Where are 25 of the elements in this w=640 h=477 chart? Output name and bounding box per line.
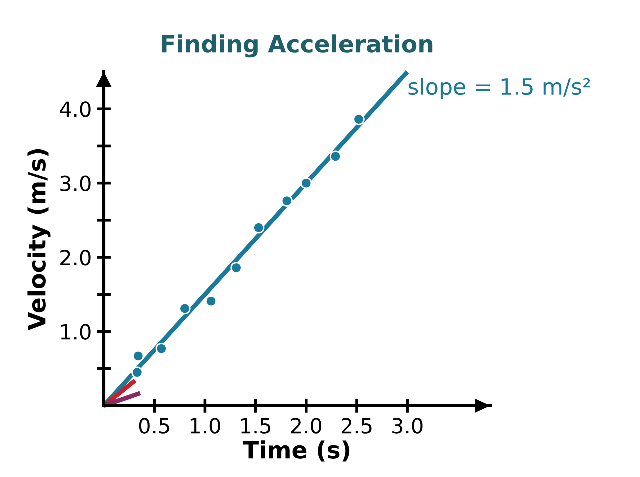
x-tick-label: 3.0 — [392, 418, 423, 434]
y-tick-label: 1.0 — [61, 324, 91, 340]
point — [281, 195, 294, 207]
point — [156, 342, 168, 355]
x-tick-label: 1.0 — [190, 418, 220, 434]
point — [230, 262, 242, 274]
x-tick-label: 2.0 — [291, 418, 322, 434]
x-axis-title: Time (s) — [243, 440, 350, 462]
y-tick-label: 2.0 — [60, 250, 91, 266]
point — [132, 350, 144, 362]
point — [132, 366, 144, 378]
y-tick-label: 3.0 — [60, 176, 91, 192]
point — [179, 302, 191, 315]
x-tick-label: 2.5 — [342, 418, 372, 434]
y-axis-title: Velocity (m/s) — [28, 149, 51, 330]
x-tick-label: 0.5 — [139, 418, 170, 434]
y-tick-label: 4.0 — [60, 102, 91, 118]
annotation: slope = 1.5 m/s² — [408, 78, 590, 100]
point — [353, 114, 365, 126]
point — [330, 150, 342, 162]
point — [252, 222, 265, 234]
x-tick-label: 1.5 — [242, 418, 271, 434]
chart-title: Finding Acceleration — [162, 34, 433, 58]
point — [300, 177, 312, 190]
point — [205, 295, 218, 308]
